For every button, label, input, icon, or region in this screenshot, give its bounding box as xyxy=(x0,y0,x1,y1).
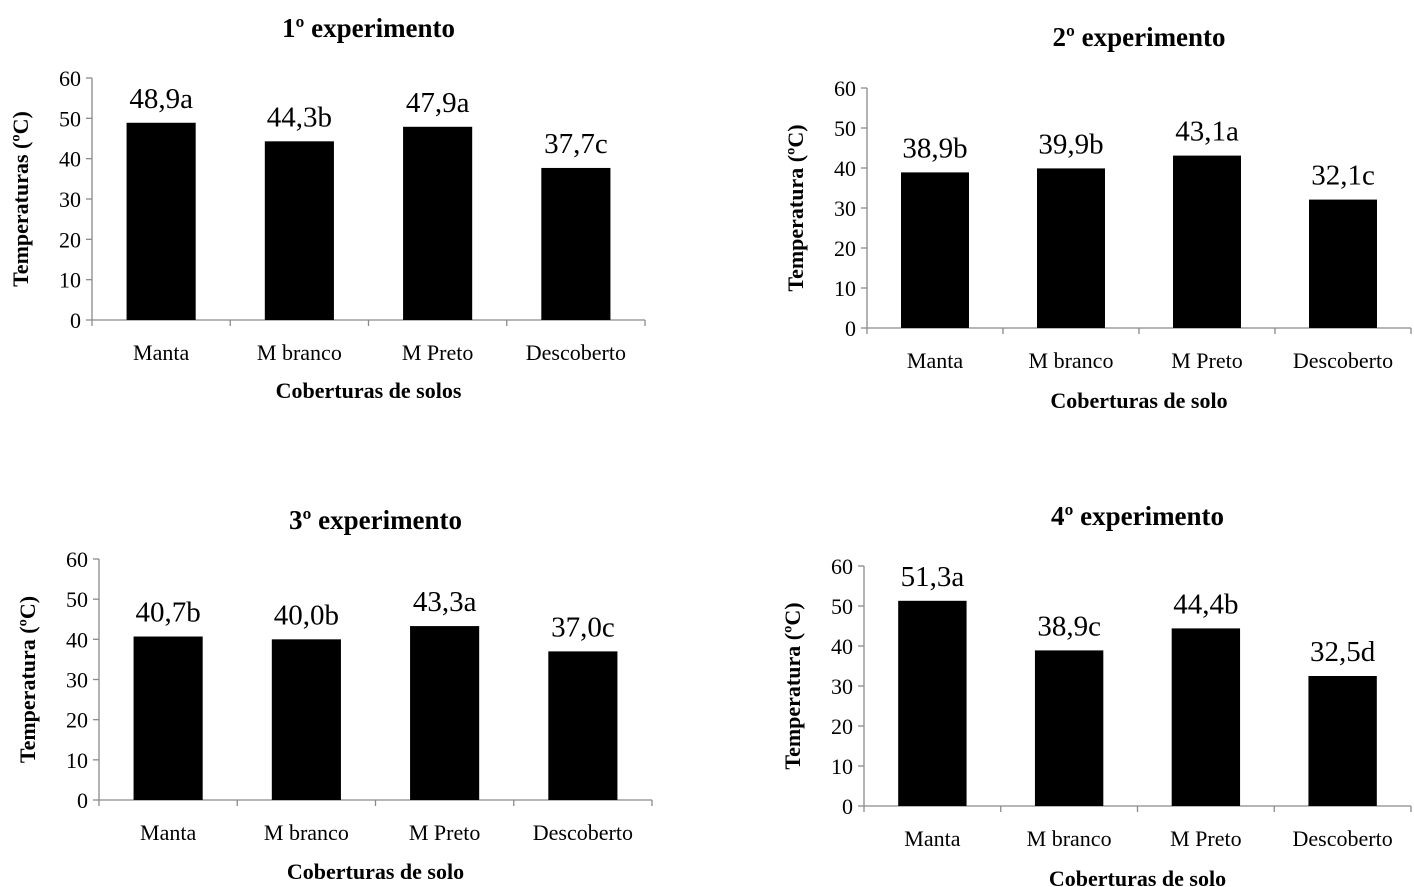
chart-title: 3º experimento xyxy=(289,505,462,535)
chart-panel-1: 1º experimento 0 10 20 30 40 50 60 48,9a Manta 44,… xyxy=(8,13,646,403)
y-tick-label: 20 xyxy=(834,236,856,261)
y-tick-label: 20 xyxy=(831,714,853,739)
bar-m-preto xyxy=(1173,155,1241,328)
bar-m-branco xyxy=(1037,168,1105,328)
data-label: 40,7b xyxy=(136,597,201,629)
y-tick-label: 0 xyxy=(845,316,856,341)
data-label: 44,3b xyxy=(267,101,332,133)
y-tick-label: 60 xyxy=(59,66,81,91)
y-tick-label: 50 xyxy=(66,587,88,612)
chart-title: 2º experimento xyxy=(1052,22,1225,52)
x-tick-label: M Preto xyxy=(1171,348,1243,373)
x-tick-label: Manta xyxy=(133,340,189,365)
x-tick-label: Manta xyxy=(140,820,196,845)
y-tick-label: 10 xyxy=(831,754,853,779)
chart-title: 4º experimento xyxy=(1051,501,1224,531)
bar-m-preto xyxy=(410,626,480,800)
y-tick-label: 60 xyxy=(66,547,88,572)
x-tick-label: M Preto xyxy=(402,340,474,365)
y-tick-label: 50 xyxy=(59,106,81,131)
y-tick-label: 60 xyxy=(834,76,856,101)
chart-panel-4: 4º experimento 0 10 20 30 40 50 60 51,3a Manta 38,… xyxy=(780,501,1412,887)
chart-panel-3: 3º experimento 0 10 20 30 40 50 60 40,7b Manta 40,… xyxy=(15,505,653,884)
y-tick-label: 20 xyxy=(59,227,81,252)
y-axis-title: Temperatura (ºC) xyxy=(15,596,40,763)
chart-panel-2: 2º experimento 0 10 20 30 40 50 60 38,9b Manta 39,… xyxy=(783,22,1412,413)
x-tick-label: M branco xyxy=(1029,348,1114,373)
x-tick-label: M branco xyxy=(257,340,342,365)
bar-m-branco xyxy=(1034,650,1104,806)
x-tick-label: Descoberto xyxy=(526,340,626,365)
x-axis-title: Coberturas de solo xyxy=(287,859,464,884)
y-tick-label: 60 xyxy=(831,554,853,579)
x-tick-label: M branco xyxy=(1027,826,1112,851)
x-axis-title: Coberturas de solos xyxy=(276,378,462,403)
data-label: 39,9b xyxy=(1038,128,1103,160)
y-axis-title: Temperaturas (ºC) xyxy=(8,111,33,287)
y-tick-label: 30 xyxy=(59,187,81,212)
x-tick-label: Descoberto xyxy=(533,820,633,845)
data-label: 44,4b xyxy=(1173,588,1238,620)
bar-manta xyxy=(133,636,203,800)
bar-m-branco xyxy=(271,639,341,800)
bar-descoberto xyxy=(541,167,611,320)
x-axis-title: Coberturas de solo xyxy=(1050,388,1227,413)
y-tick-label: 40 xyxy=(831,634,853,659)
x-tick-label: M Preto xyxy=(1170,826,1242,851)
chart-title: 1º experimento xyxy=(282,13,455,43)
x-tick-label: Descoberto xyxy=(1293,826,1393,851)
bar-m-branco xyxy=(264,141,334,320)
x-tick-label: Descoberto xyxy=(1293,348,1393,373)
data-label: 38,9c xyxy=(1037,610,1101,642)
data-label: 47,9a xyxy=(406,87,470,119)
y-tick-label: 0 xyxy=(70,308,81,333)
y-tick-label: 10 xyxy=(59,268,81,293)
bar-m-preto xyxy=(403,126,473,320)
bar-descoberto xyxy=(1309,199,1377,328)
data-label: 38,9b xyxy=(902,132,967,164)
x-tick-label: Manta xyxy=(904,826,960,851)
y-tick-label: 40 xyxy=(59,147,81,172)
data-label: 32,1c xyxy=(1311,160,1375,192)
y-tick-label: 20 xyxy=(66,708,88,733)
y-tick-label: 10 xyxy=(66,748,88,773)
y-tick-label: 50 xyxy=(831,594,853,619)
x-axis-title: Coberturas de solo xyxy=(1049,866,1226,887)
data-label: 32,5d xyxy=(1310,636,1376,668)
bar-descoberto xyxy=(1308,676,1377,806)
y-tick-label: 40 xyxy=(66,627,88,652)
data-label: 43,3a xyxy=(413,586,477,618)
y-axis-title: Temperatura (ºC) xyxy=(783,124,808,291)
y-tick-label: 50 xyxy=(834,116,856,141)
bar-manta xyxy=(126,122,196,321)
y-axis-title: Temperatura (ºC) xyxy=(780,602,805,769)
data-label: 37,0c xyxy=(551,611,615,643)
data-label: 51,3a xyxy=(901,561,965,593)
y-tick-label: 30 xyxy=(66,668,88,693)
y-tick-label: 40 xyxy=(834,156,856,181)
data-label: 40,0b xyxy=(274,599,339,631)
y-tick-label: 10 xyxy=(834,276,856,301)
y-tick-label: 0 xyxy=(842,794,853,819)
bar-descoberto xyxy=(548,651,618,800)
bar-manta xyxy=(901,172,969,328)
data-label: 48,9a xyxy=(129,83,193,115)
bar-manta xyxy=(898,600,967,806)
x-tick-label: M Preto xyxy=(409,820,481,845)
data-label: 37,7c xyxy=(544,128,608,160)
x-tick-label: M branco xyxy=(264,820,349,845)
data-label: 43,1a xyxy=(1175,116,1239,148)
bar-m-preto xyxy=(1171,628,1241,806)
x-tick-label: Manta xyxy=(907,348,963,373)
y-tick-label: 30 xyxy=(831,674,853,699)
y-tick-label: 30 xyxy=(834,196,856,221)
y-tick-label: 0 xyxy=(77,788,88,813)
